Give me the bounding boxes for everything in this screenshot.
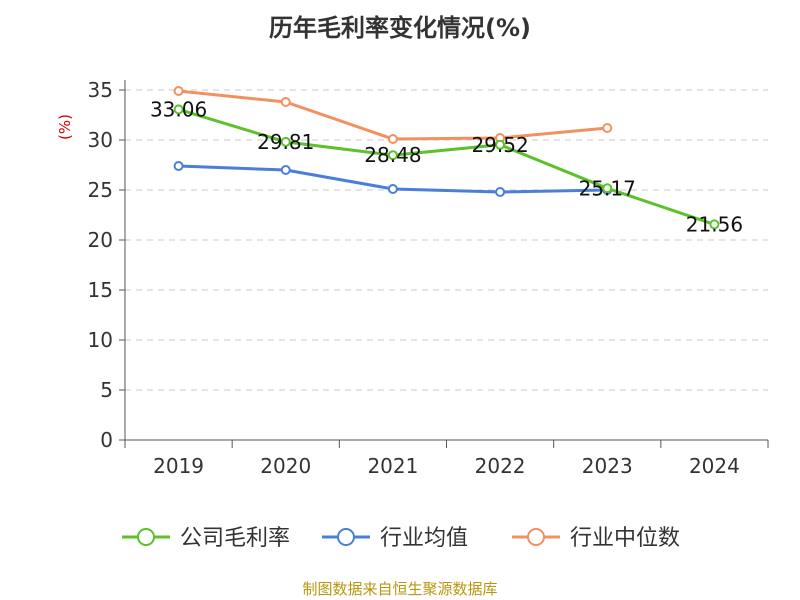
chart-title: 历年毛利率变化情况(%): [269, 14, 531, 42]
point-0-2024[interactable]: [709, 219, 720, 230]
point-1-2020[interactable]: [280, 165, 291, 175]
data-label-2019: 33.06: [150, 97, 207, 121]
data-label-2024: 21.56: [686, 212, 743, 236]
gridlines: [125, 89, 768, 391]
y-tick-label-6: 30: [88, 128, 113, 152]
series-line-2: [178, 89, 608, 141]
point-2-2021[interactable]: [387, 134, 398, 144]
legend-label-1: 行业均值: [380, 526, 468, 551]
legend-marker-1: [337, 528, 355, 546]
legend-label-0: 公司毛利率: [180, 526, 290, 551]
legend-marker-0: [137, 528, 155, 546]
data-label-2021: 28.48: [364, 143, 421, 167]
point-0-2019[interactable]: [173, 104, 184, 115]
data-labels: 33.06 29.81 28.48 29.52 25.17 21.56: [150, 97, 743, 236]
y-tick-label-0: 0: [100, 428, 113, 452]
x-tick-label-2024: 2024: [689, 454, 740, 478]
point-0-2023[interactable]: [602, 183, 613, 194]
legend-item-1[interactable]: 行业均值: [322, 526, 468, 551]
x-tick-label-2019: 2019: [153, 454, 204, 478]
legend-label-2: 行业中位数: [570, 526, 680, 551]
point-0-2021[interactable]: [387, 150, 398, 161]
point-0-2020[interactable]: [280, 136, 291, 147]
point-2-2019[interactable]: [173, 86, 184, 96]
y-tick-label-1: 5: [100, 378, 113, 402]
series-lines: [173, 86, 720, 230]
axes: 0 5 10 15 20 25 30 35 2019 2020 2021 2022 2023 2024: [88, 78, 769, 478]
point-1-2022[interactable]: [495, 187, 506, 197]
data-label-2023: 25.17: [579, 176, 636, 200]
data-label-2022: 29.52: [471, 133, 528, 157]
source-note: 制图数据来自恒生聚源数据库: [302, 580, 498, 598]
legend[interactable]: 公司毛利率 行业均值 行业中位数: [122, 526, 680, 551]
legend-marker-2: [527, 528, 545, 546]
point-0-2022[interactable]: [495, 139, 506, 150]
y-tick-label-4: 20: [88, 228, 113, 252]
x-tick-label-2023: 2023: [582, 454, 633, 478]
legend-item-2[interactable]: 行业中位数: [512, 526, 680, 551]
y-tick-label-5: 25: [88, 178, 113, 202]
y-tick-label-2: 10: [88, 328, 113, 352]
legend-item-0[interactable]: 公司毛利率: [122, 526, 290, 551]
x-tick-label-2022: 2022: [475, 454, 526, 478]
point-2-2020[interactable]: [280, 97, 291, 107]
x-tick-label-2020: 2020: [260, 454, 311, 478]
x-tick-label-2021: 2021: [367, 454, 418, 478]
series-line-0: [178, 107, 715, 226]
point-1-2019[interactable]: [173, 161, 184, 171]
y-axis-unit-label: (%): [56, 114, 74, 140]
y-tick-label-3: 15: [88, 278, 113, 302]
data-label-2020: 29.81: [257, 130, 314, 154]
point-1-2021[interactable]: [387, 184, 398, 194]
y-tick-label-7: 35: [88, 78, 113, 102]
point-2-2023[interactable]: [602, 123, 613, 133]
